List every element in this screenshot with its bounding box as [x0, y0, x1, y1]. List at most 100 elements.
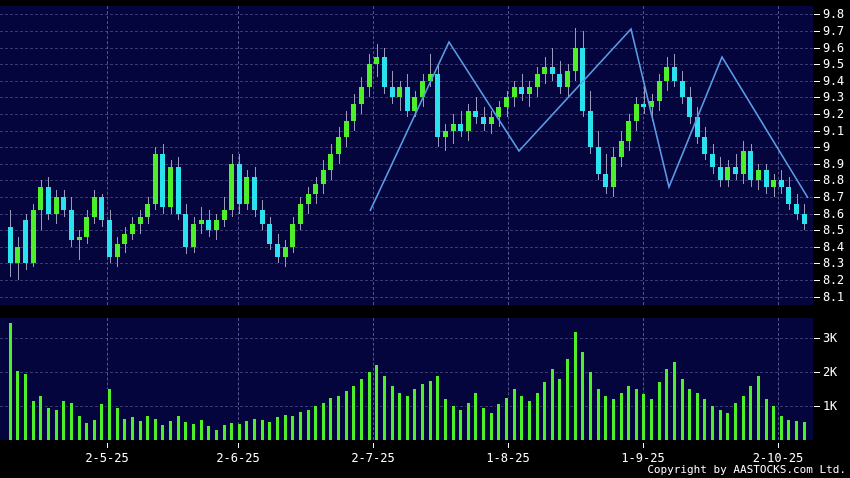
- volume-bar: [412, 389, 417, 440]
- axis-tick: [238, 443, 239, 448]
- trendline-overlay: [369, 27, 809, 212]
- date-axis-label: 2-5-25: [85, 451, 129, 465]
- candle-body: [794, 203, 799, 214]
- volume-bar: [771, 406, 776, 440]
- price-axis-label: 9.6: [823, 41, 844, 55]
- candle-body: [733, 167, 738, 174]
- price-chart-panel[interactable]: [0, 6, 813, 305]
- candle-body: [557, 74, 562, 88]
- volume-bar: [466, 402, 471, 440]
- axis-tick: [814, 297, 820, 298]
- candle-body: [725, 167, 730, 181]
- candle-body: [160, 153, 165, 207]
- axis-tick: [508, 443, 509, 448]
- axis-tick: [814, 372, 820, 373]
- candle-body: [695, 117, 700, 138]
- candle-body: [535, 74, 540, 88]
- candle-wick: [79, 230, 80, 261]
- volume-bar: [672, 362, 677, 440]
- axis-tick: [814, 48, 820, 49]
- candle-body: [428, 74, 433, 81]
- volume-bar: [153, 419, 158, 440]
- volume-bar: [680, 379, 685, 440]
- volume-bar: [69, 402, 74, 440]
- axis-tick: [814, 164, 820, 165]
- volume-chart-panel[interactable]: [0, 318, 813, 440]
- candle-body: [580, 47, 585, 111]
- volume-bar: [275, 416, 280, 440]
- volume-bar: [115, 407, 120, 440]
- price-axis-label: 9.7: [823, 24, 844, 38]
- axis-tick: [814, 338, 820, 339]
- volume-bar: [596, 389, 601, 440]
- candle-body: [619, 140, 624, 158]
- price-axis-label: 9.3: [823, 90, 844, 104]
- volume-bar: [741, 395, 746, 440]
- volume-bar: [557, 379, 562, 440]
- price-axis-label: 9: [823, 140, 830, 154]
- axis-tick: [814, 14, 820, 15]
- volume-bar: [313, 406, 318, 440]
- axis-tick: [814, 114, 820, 115]
- candle-body: [382, 57, 387, 88]
- volume-bar: [199, 419, 204, 440]
- volume-bar: [321, 402, 326, 440]
- candle-body: [260, 210, 265, 224]
- volume-bar: [84, 423, 89, 440]
- candle-body: [390, 87, 395, 98]
- candle-body: [481, 117, 486, 124]
- volume-bar: [138, 421, 143, 440]
- volume-bar: [290, 416, 295, 440]
- candle-body: [38, 187, 43, 211]
- candle-body: [512, 87, 517, 98]
- candle-body: [191, 223, 196, 247]
- axis-tick: [814, 214, 820, 215]
- candle-body: [222, 210, 227, 221]
- candle-body: [367, 64, 372, 88]
- price-axis-label: 8.5: [823, 223, 844, 237]
- candle-body: [779, 180, 784, 188]
- candle-body: [23, 220, 28, 264]
- candle-body: [489, 117, 494, 124]
- candle-body: [412, 97, 417, 111]
- volume-bar: [687, 389, 692, 440]
- candle-body: [435, 74, 440, 138]
- axis-tick: [814, 406, 820, 407]
- candle-body: [588, 110, 593, 148]
- volume-bar: [206, 426, 211, 440]
- candle-body: [183, 213, 188, 247]
- candle-body: [397, 87, 402, 98]
- volume-bar: [191, 423, 196, 440]
- volume-bar: [481, 407, 486, 440]
- price-axis-label: 8.8: [823, 173, 844, 187]
- copyright-notice: Copyright by AASTOCKS.com Ltd.: [647, 463, 846, 476]
- candle-body: [107, 220, 112, 257]
- axis-tick: [778, 443, 779, 448]
- candle-body: [473, 110, 478, 118]
- volume-axis-label: 1K: [823, 399, 837, 413]
- volume-bar: [260, 419, 265, 440]
- price-axis-label: 8.7: [823, 190, 844, 204]
- candle-body: [244, 177, 249, 204]
- volume-bar: [786, 419, 791, 440]
- candle-body: [687, 97, 692, 118]
- candle-body: [634, 104, 639, 121]
- candle-body: [99, 197, 104, 221]
- volume-bar: [46, 407, 51, 440]
- volume-bar: [702, 399, 707, 440]
- candle-body: [84, 216, 89, 237]
- candle-body: [718, 167, 723, 181]
- candle-body: [664, 67, 669, 81]
- candle-body: [359, 87, 364, 104]
- volume-bar: [718, 409, 723, 440]
- candle-body: [542, 67, 547, 75]
- candle-body: [649, 100, 654, 108]
- volume-bar: [229, 423, 234, 440]
- price-axis-label: 8.4: [823, 240, 844, 254]
- candle-body: [466, 110, 471, 131]
- volume-bar: [283, 414, 288, 440]
- candle-body: [420, 80, 425, 98]
- date-axis-label: 2-7-25: [351, 451, 395, 465]
- volume-bar: [489, 412, 494, 440]
- candle-body: [237, 163, 242, 204]
